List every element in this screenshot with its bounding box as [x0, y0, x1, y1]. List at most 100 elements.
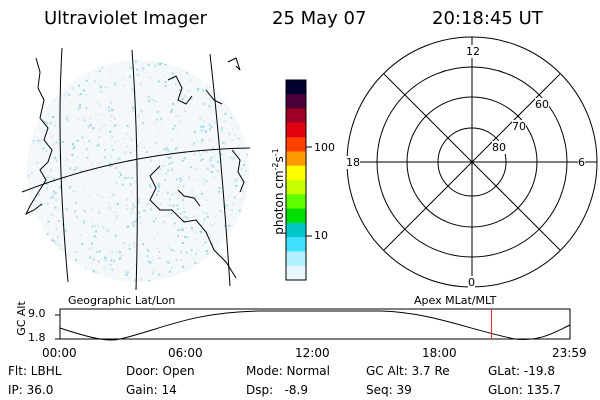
uv-speckle [164, 148, 167, 151]
uv-speckle [133, 205, 136, 208]
uv-speckle [162, 70, 165, 73]
uv-speckle [210, 156, 213, 159]
uv-speckle [72, 147, 75, 150]
uv-speckle [204, 168, 207, 171]
uv-speckle [247, 236, 249, 239]
uv-speckle [234, 235, 237, 238]
uv-speckle [95, 230, 98, 233]
timeline-frame [59, 308, 571, 340]
uv-speckle [92, 269, 95, 272]
uv-speckle [165, 261, 168, 263]
uv-speckle [104, 149, 106, 152]
uv-speckle [56, 261, 59, 264]
uv-speckle [152, 256, 155, 259]
uv-speckle [202, 125, 205, 128]
uv-speckle [235, 179, 238, 182]
uv-speckle [174, 222, 176, 225]
uv-speckle [185, 251, 188, 254]
uv-speckle [248, 210, 249, 213]
uv-speckle [190, 272, 192, 275]
uv-speckle [75, 166, 78, 169]
uv-speckle [42, 147, 45, 150]
uv-speckle [182, 265, 185, 268]
uv-speckle [158, 250, 161, 253]
uv-speckle [170, 168, 173, 171]
uv-speckle [39, 128, 42, 131]
uv-speckle [218, 187, 221, 189]
uv-speckle [40, 227, 43, 230]
uv-speckle [91, 274, 94, 277]
uv-speckle [140, 84, 143, 87]
uv-speckle [118, 257, 121, 260]
uv-speckle [167, 213, 170, 216]
uv-speckle [188, 177, 191, 180]
uv-speckle [63, 177, 66, 180]
uv-speckle [108, 201, 110, 204]
uv-speckle [197, 150, 200, 153]
uv-speckle [195, 71, 198, 74]
uv-speckle [92, 275, 95, 278]
uv-speckle [230, 79, 233, 82]
uv-speckle [163, 215, 166, 218]
uv-speckle [146, 173, 149, 176]
uv-speckle [167, 117, 169, 120]
uv-speckle [90, 275, 93, 278]
uv-speckle [227, 86, 230, 89]
uv-speckle [154, 269, 156, 272]
uv-speckle [130, 211, 133, 214]
uv-speckle [195, 253, 197, 256]
uv-speckle [44, 86, 47, 89]
timeline-xtick-1800: 18:00 [422, 346, 457, 360]
uv-speckle [121, 183, 124, 186]
uv-speckle [170, 266, 173, 269]
uv-speckle [55, 199, 58, 202]
colorbar-swatch [286, 265, 306, 281]
uv-speckle [110, 145, 113, 148]
uv-speckle [58, 186, 61, 189]
uv-speckle [43, 120, 46, 123]
uv-speckle [172, 225, 175, 228]
uv-speckle [211, 96, 214, 98]
uv-speckle [194, 195, 197, 198]
uv-speckle [111, 268, 114, 271]
uv-speckle [79, 103, 82, 106]
uv-speckle [97, 224, 100, 227]
uv-speckle [71, 87, 74, 90]
uv-speckle [43, 255, 46, 258]
uv-speckle [46, 267, 49, 270]
uv-speckle [128, 248, 131, 250]
uv-speckle [90, 262, 93, 264]
uv-speckle [55, 159, 58, 162]
uv-speckle [206, 252, 209, 255]
uv-speckle [220, 269, 223, 272]
uv-speckle [218, 190, 221, 193]
uv-speckle [178, 88, 181, 91]
uv-speckle [126, 132, 128, 135]
uv-speckle [99, 103, 102, 106]
uv-speckle [109, 251, 111, 254]
mlt-label-12: 12 [466, 45, 480, 58]
uv-speckle [152, 268, 155, 271]
uv-speckle [90, 221, 93, 223]
uv-speckle [226, 107, 229, 110]
uv-speckle [140, 109, 143, 112]
uv-speckle [104, 256, 107, 259]
uv-speckle [96, 272, 99, 275]
uv-speckle [160, 117, 163, 120]
uv-speckle [101, 195, 103, 198]
uv-speckle [82, 89, 85, 92]
uv-speckle [109, 196, 111, 199]
uv-speckle [147, 249, 149, 252]
uv-speckle [76, 139, 79, 142]
uv-speckle [113, 117, 116, 120]
colorbar-tick-100: 100 [314, 141, 335, 154]
uv-speckle [131, 208, 134, 211]
uv-speckle [102, 226, 105, 229]
uv-speckle [45, 249, 48, 251]
uv-speckle [164, 85, 167, 88]
uv-speckle [133, 179, 136, 182]
uv-speckle [171, 108, 173, 111]
uv-speckle [156, 232, 159, 235]
uv-speckle [129, 75, 132, 78]
uv-speckle [204, 241, 207, 244]
